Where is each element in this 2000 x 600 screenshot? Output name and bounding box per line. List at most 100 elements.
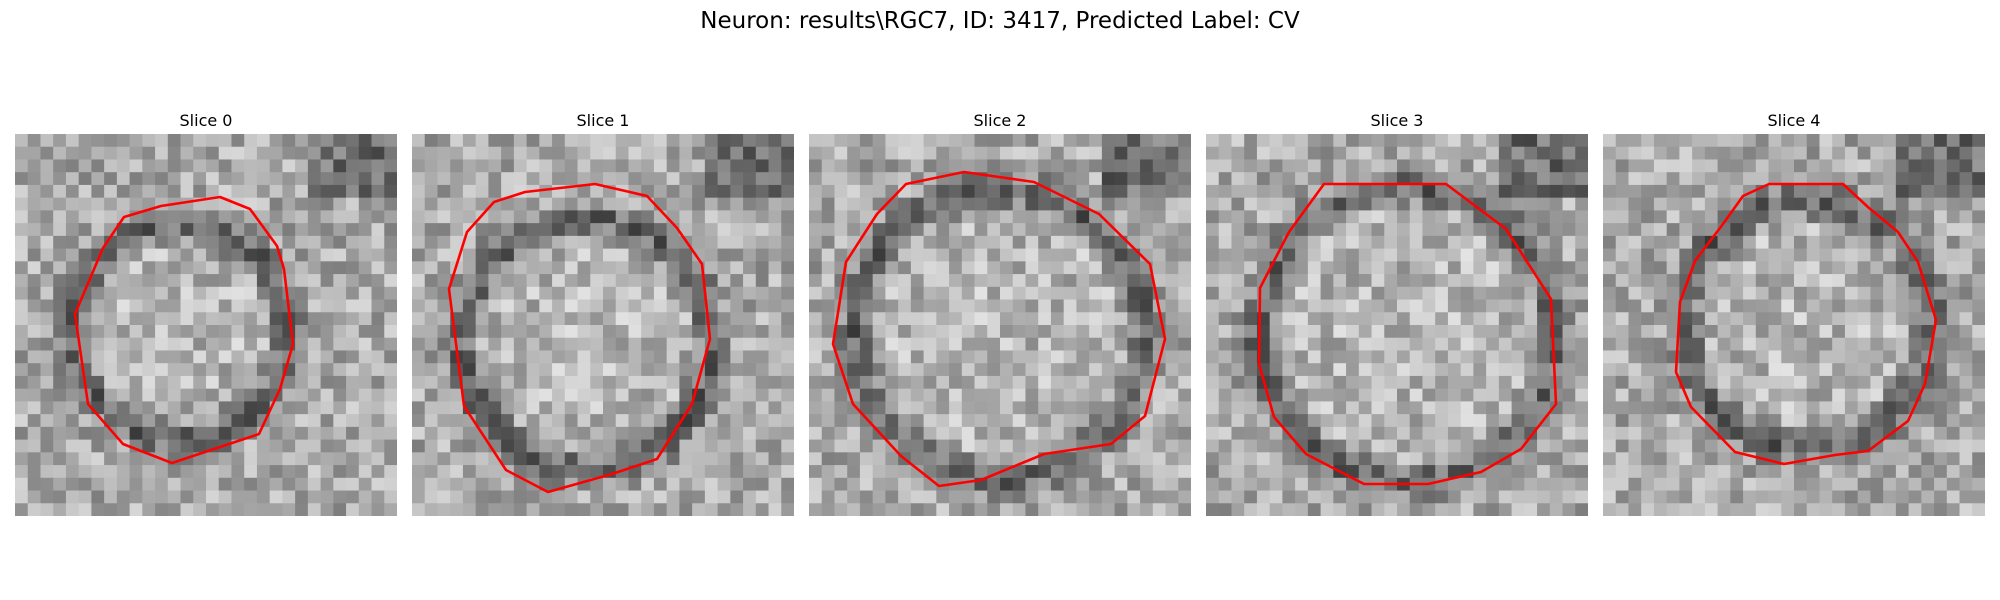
image-pixel [1165, 350, 1179, 364]
image-pixel [282, 325, 296, 339]
image-pixel [577, 184, 591, 199]
image-pixel [898, 286, 912, 301]
image-pixel [142, 414, 156, 428]
image-pixel [231, 490, 245, 504]
image-pixel [1244, 134, 1258, 148]
image-pixel [872, 363, 886, 377]
image-pixel [885, 388, 899, 402]
image-pixel [269, 477, 283, 492]
image-pixel [1768, 375, 1782, 390]
image-pixel [193, 350, 207, 364]
image-pixel [1486, 503, 1500, 516]
image-pixel [743, 414, 757, 428]
image-pixel [320, 261, 334, 275]
image-pixel [679, 210, 693, 224]
image-pixel [1460, 312, 1474, 326]
image-pixel [679, 388, 693, 402]
image-pixel [1666, 172, 1680, 186]
image-pixel [295, 439, 309, 453]
image-pixel [91, 375, 105, 390]
image-pixel [987, 477, 1001, 492]
image-pixel [371, 490, 385, 504]
image-pixel [1921, 414, 1935, 428]
image-pixel [1794, 388, 1808, 402]
image-pixel [1101, 286, 1116, 301]
image-pixel [1473, 159, 1487, 173]
image-pixel [437, 172, 451, 186]
image-pixel [898, 146, 912, 161]
image-pixel [1806, 286, 1821, 301]
image-pixel [1883, 452, 1897, 466]
image-pixel [1537, 337, 1551, 352]
image-pixel [180, 197, 194, 211]
image-pixel [1908, 337, 1922, 352]
image-pixel [412, 503, 426, 516]
image-pixel [1781, 235, 1795, 250]
image-pixel [1972, 146, 1985, 161]
image-pixel [1050, 134, 1065, 148]
image-pixel [155, 414, 169, 428]
image-pixel [961, 210, 976, 224]
image-pixel [821, 477, 836, 492]
image-pixel [384, 414, 397, 428]
image-pixel [1692, 299, 1706, 313]
image-pixel [1498, 490, 1513, 504]
image-pixel [1050, 312, 1065, 326]
image-pixel [256, 286, 271, 301]
image-pixel [923, 503, 937, 516]
image-pixel [1333, 414, 1347, 428]
image-pixel [1114, 363, 1128, 377]
image-pixel [1679, 465, 1693, 479]
image-pixel [717, 172, 731, 186]
image-pixel [526, 146, 540, 161]
image-pixel [269, 184, 283, 199]
image-pixel [821, 503, 836, 516]
image-pixel [1653, 286, 1668, 301]
image-pixel [653, 477, 668, 492]
image-pixel [1397, 172, 1411, 186]
image-pixel [218, 375, 233, 390]
image-pixel [936, 388, 950, 402]
image-pixel [1972, 197, 1985, 211]
image-pixel [167, 426, 182, 441]
image-pixel [180, 286, 194, 301]
image-pixel [1768, 401, 1782, 415]
image-pixel [1562, 197, 1576, 211]
image-pixel [1628, 134, 1642, 148]
image-pixel [65, 223, 80, 237]
image-pixel [1165, 452, 1179, 466]
image-pixel [1653, 337, 1668, 352]
image-pixel [1269, 274, 1283, 288]
image-pixel [1295, 490, 1309, 504]
image-pixel [307, 350, 322, 364]
image-pixel [256, 299, 271, 313]
image-pixel [1256, 235, 1271, 250]
image-pixel [692, 490, 706, 504]
image-pixel [1460, 184, 1474, 199]
image-pixel [1832, 401, 1846, 415]
image-pixel [104, 465, 118, 479]
image-pixel [564, 503, 579, 516]
image-pixel [501, 477, 515, 492]
image-pixel [1768, 172, 1782, 186]
image-pixel [1307, 286, 1322, 301]
image-pixel [653, 248, 668, 262]
image-pixel [129, 325, 143, 339]
image-pixel [526, 286, 540, 301]
image-pixel [1307, 388, 1322, 402]
image-pixel [1089, 465, 1103, 479]
image-pixel [1282, 414, 1296, 428]
image-pixel [1883, 261, 1897, 275]
image-pixel [1447, 452, 1462, 466]
image-pixel [384, 248, 397, 262]
image-pixel [1178, 337, 1191, 352]
image-pixel [1038, 299, 1052, 313]
image-pixel [282, 134, 296, 148]
image-pixel [821, 235, 836, 250]
image-pixel [1473, 350, 1487, 364]
image-pixel [1256, 223, 1271, 237]
image-pixel [1307, 363, 1322, 377]
image-pixel [1844, 210, 1859, 224]
image-pixel [129, 388, 143, 402]
image-pixel [847, 184, 861, 199]
